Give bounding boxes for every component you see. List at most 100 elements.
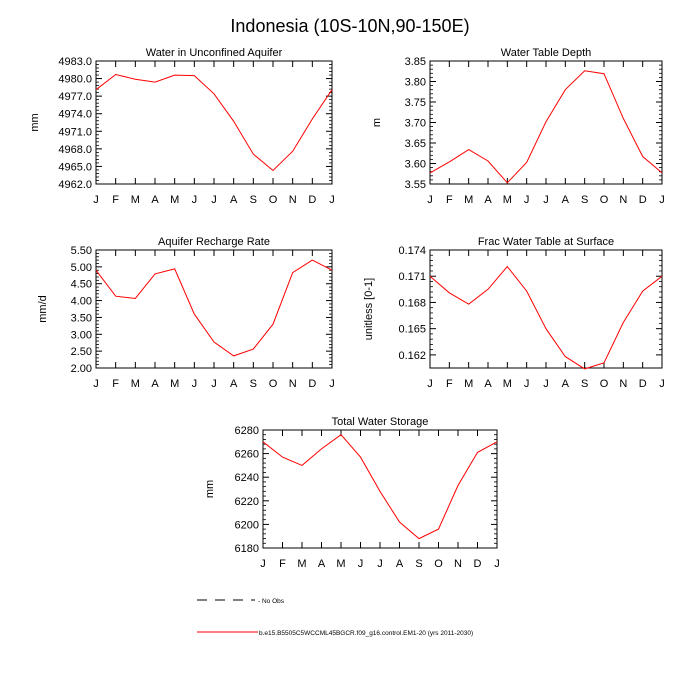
panel-title: Total Water Storage (332, 416, 429, 428)
y-tick-label: 6280 (235, 425, 259, 437)
x-tick-label: M (170, 194, 179, 206)
series-line (95, 73, 333, 172)
data-point (526, 162, 527, 163)
plot-frame (262, 429, 498, 549)
y-tick-label: 0.174 (398, 245, 426, 257)
data-point (603, 362, 604, 363)
x-tick-label: A (396, 558, 404, 570)
data-point (282, 457, 283, 458)
x-tick-label: S (581, 378, 588, 390)
legend-control-label: b.e15.B5505C5WCCML45BGCR.f09_g16.control… (259, 630, 473, 637)
x-tick-label: O (269, 378, 278, 390)
y-tick-label: 3.65 (405, 138, 426, 150)
x-tick-label: O (600, 194, 609, 206)
data-point (487, 289, 488, 290)
y-axis-label: mm (29, 113, 41, 131)
series-line (429, 265, 663, 370)
x-tick-label: N (454, 558, 462, 570)
y-tick-label: 4983.0 (58, 56, 92, 68)
y-axis-label: m (371, 118, 383, 127)
x-tick-label: J (427, 194, 433, 206)
y-tick-label: 6260 (235, 449, 259, 461)
x-tick-label: O (434, 558, 443, 570)
y-tick-label: 0.165 (398, 324, 426, 336)
data-point (115, 296, 116, 297)
data-point (429, 276, 430, 277)
data-point (507, 266, 508, 267)
data-point (399, 521, 400, 522)
data-point (360, 457, 361, 458)
x-tick-label: J (494, 558, 500, 570)
x-tick-label: A (318, 558, 326, 570)
figure-title: Indonesia (10S-10N,90-150E) (230, 16, 469, 36)
y-tick-label: 3.75 (405, 97, 426, 109)
panel-title: Water Table Depth (501, 47, 592, 59)
x-tick-label: F (112, 378, 119, 390)
y-tick-label: 3.00 (71, 329, 92, 341)
data-point (321, 448, 322, 449)
x-tick-label: A (484, 194, 492, 206)
x-tick-label: S (250, 194, 257, 206)
x-tick-label: F (279, 558, 286, 570)
data-point (487, 160, 488, 161)
x-tick-label: M (464, 378, 473, 390)
chart-panels: Water in Unconfined Aquifer mm 4962.0 4965.… (29, 47, 665, 570)
x-tick-label: J (192, 194, 198, 206)
data-point (154, 81, 155, 82)
data-point (429, 172, 430, 173)
x-tick-label: J (659, 194, 665, 206)
x-tick-label: F (446, 194, 453, 206)
y-tick-label: 4974.0 (58, 109, 92, 121)
x-tick-label: D (639, 194, 647, 206)
data-point (174, 74, 175, 75)
data-point (642, 156, 643, 157)
y-tick-label: 4980.0 (58, 74, 92, 86)
y-tick-label: 3.60 (405, 159, 426, 171)
data-point (253, 154, 254, 155)
y-axis-label: mm (204, 480, 216, 498)
panel-title: Frac Water Table at Surface (478, 236, 614, 248)
data-point (379, 491, 380, 492)
data-point (642, 290, 643, 291)
data-point (449, 292, 450, 293)
data-point (526, 290, 527, 291)
y-tick-label: 6220 (235, 496, 259, 508)
plot-frame (95, 60, 333, 185)
data-point (468, 304, 469, 305)
x-tick-label: S (415, 558, 422, 570)
y-tick-label: 4971.0 (58, 126, 92, 138)
x-tick-label: F (446, 378, 453, 390)
x-tick-label: M (464, 194, 473, 206)
data-point (312, 118, 313, 119)
y-tick-label: 4968.0 (58, 144, 92, 156)
y-tick-label: 0.171 (398, 271, 426, 283)
data-point (477, 452, 478, 453)
data-point (507, 182, 508, 183)
data-point (661, 276, 662, 277)
data-point (292, 151, 293, 152)
x-tick-label: A (484, 378, 492, 390)
data-point (584, 368, 585, 369)
data-point (253, 349, 254, 350)
series-line (429, 70, 663, 184)
y-tick-label: 3.85 (405, 56, 426, 68)
data-point (331, 270, 332, 271)
y-tick-label: 4977.0 (58, 91, 92, 103)
data-point (135, 79, 136, 80)
data-point (418, 538, 419, 539)
x-tick-label: N (289, 378, 297, 390)
chart-panel-4: Frac Water Table at Surface unitless [0-1… (363, 236, 665, 390)
x-tick-label: J (543, 194, 549, 206)
data-point (545, 328, 546, 329)
legend-no-obs-label: - No Obs (258, 598, 285, 605)
x-tick-label: A (230, 194, 238, 206)
data-point (312, 260, 313, 261)
x-tick-label: M (297, 558, 306, 570)
data-point (340, 434, 341, 435)
x-tick-label: M (131, 378, 140, 390)
data-point (213, 93, 214, 94)
panel-title: Water in Unconfined Aquifer (146, 47, 283, 59)
x-tick-label: J (211, 378, 217, 390)
data-point (623, 118, 624, 119)
x-tick-label: D (639, 378, 647, 390)
